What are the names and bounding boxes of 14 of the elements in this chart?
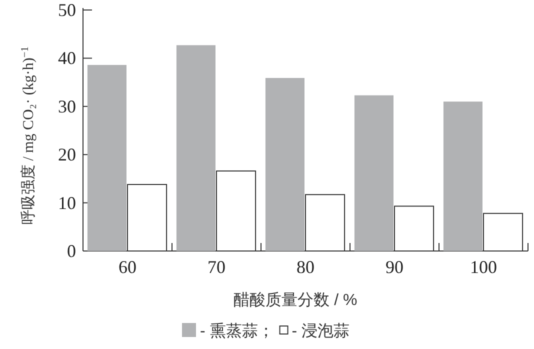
- x-tick-label: 80: [296, 257, 314, 277]
- legend-label: - 熏蒸蒜；: [200, 322, 274, 340]
- x-tick-label: 100: [470, 257, 497, 277]
- x-tick-label: 60: [118, 257, 136, 277]
- x-tick-label: 70: [208, 257, 226, 277]
- y-tick-label: 10: [58, 192, 76, 213]
- y-tick-label: 40: [58, 48, 76, 68]
- y-tick-label: 50: [58, 0, 76, 20]
- y-tick-label: 20: [58, 144, 76, 165]
- y-tick-label: 0: [67, 241, 76, 261]
- x-axis-title: 醋酸质量分数 / %: [234, 291, 358, 309]
- legend-label: - 浸泡蒜: [292, 322, 350, 340]
- y-tick-label: 30: [58, 96, 76, 116]
- x-tick-label: 90: [386, 257, 404, 277]
